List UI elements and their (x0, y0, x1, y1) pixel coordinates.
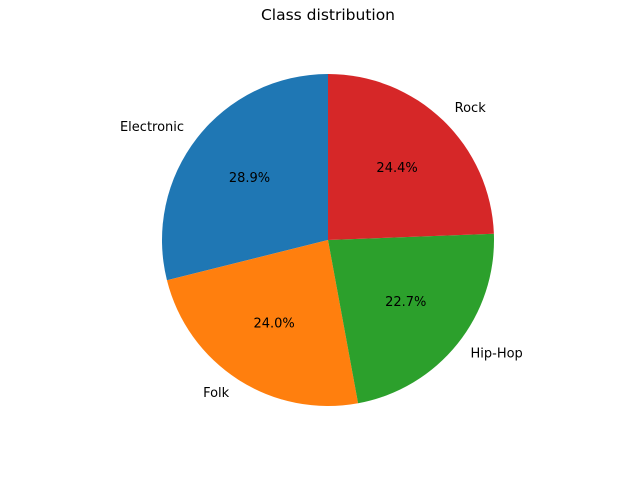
chart-title: Class distribution (260, 6, 396, 24)
slice-percent-hip-hop: 22.7% (385, 295, 426, 310)
slice-percent-rock: 24.4% (376, 161, 417, 176)
slice-percent-electronic: 28.9% (229, 171, 270, 186)
slice-label-electronic: Electronic (120, 120, 184, 135)
slice-label-hip-hop: Hip-Hop (471, 347, 523, 362)
pie-slice-electronic (161, 74, 328, 281)
pie-slice-folk (166, 240, 359, 406)
slice-percent-folk: 24.0% (253, 316, 294, 331)
slice-label-rock: Rock (455, 101, 487, 116)
slice-label-folk: Folk (203, 386, 230, 401)
pie-slice-hip-hop (328, 233, 494, 404)
pie-slice-rock (328, 74, 494, 240)
